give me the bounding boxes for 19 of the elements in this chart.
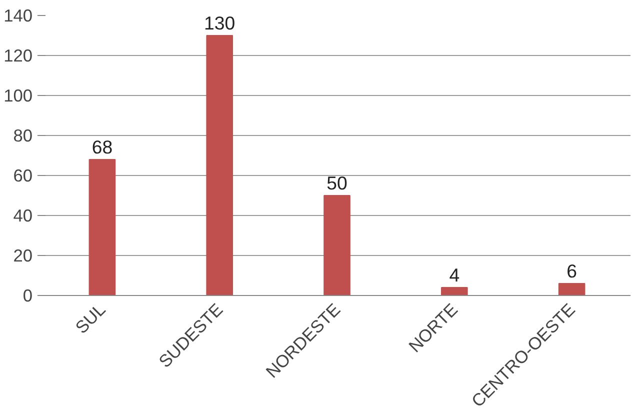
bar bbox=[88, 159, 116, 296]
y-tick-label: 20 bbox=[13, 246, 33, 266]
data-label: 50 bbox=[326, 172, 348, 194]
bar bbox=[558, 283, 586, 296]
data-label: 6 bbox=[566, 260, 578, 282]
y-tick-label: 80 bbox=[13, 126, 33, 146]
data-label: 130 bbox=[204, 12, 236, 34]
data-label: 68 bbox=[92, 136, 113, 158]
y-tick-label: 0 bbox=[22, 286, 33, 306]
data-label: 4 bbox=[449, 264, 460, 286]
y-tick-label: 120 bbox=[4, 46, 33, 66]
y-tick-label: 60 bbox=[13, 166, 33, 186]
bar bbox=[440, 287, 468, 296]
bar bbox=[324, 195, 350, 296]
y-tick-label: 40 bbox=[13, 206, 33, 226]
bar bbox=[206, 35, 234, 296]
y-tick-label: 100 bbox=[4, 86, 33, 106]
y-tick-label: 140 bbox=[4, 6, 33, 26]
x-tick-label: SUL bbox=[71, 299, 110, 338]
